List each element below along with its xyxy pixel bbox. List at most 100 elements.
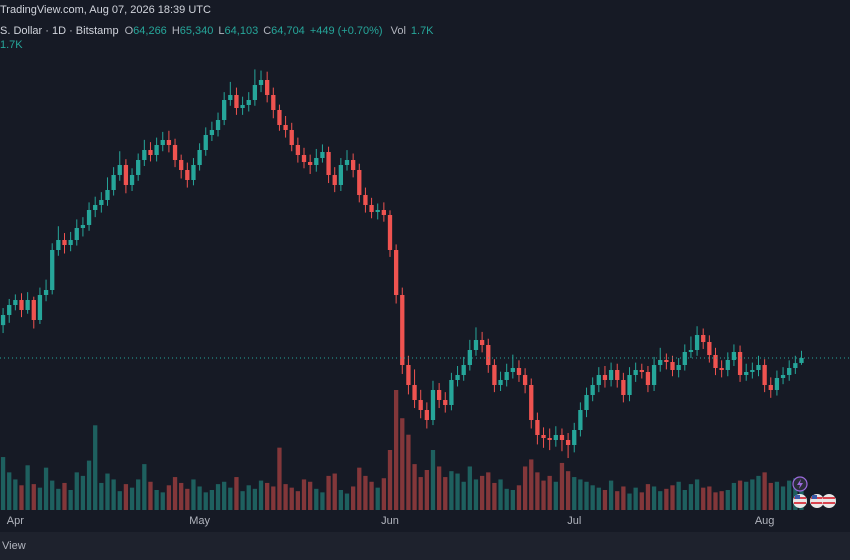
volume-bar: [737, 480, 743, 510]
volume-bar: [31, 484, 36, 510]
volume-bar: [68, 490, 73, 510]
volume-bar: [492, 482, 497, 510]
volume-bar: [148, 481, 153, 510]
candle-body: [86, 210, 92, 225]
volume-bar: [627, 493, 632, 510]
candle-body: [774, 378, 780, 390]
candle-body: [80, 225, 86, 228]
candle-body: [37, 295, 43, 320]
volume-bar: [719, 491, 724, 510]
volume-bar: [350, 486, 356, 510]
candle-body: [332, 175, 337, 185]
candle-body: [209, 130, 215, 135]
candle-body: [179, 160, 184, 170]
candle-body: [787, 368, 792, 375]
candle-body: [455, 375, 460, 380]
volume-bar: [412, 464, 417, 510]
volume-bar: [639, 492, 644, 510]
candle-body: [172, 145, 178, 160]
volume-bar: [467, 466, 472, 510]
volume-bar: [160, 492, 165, 510]
candle-body: [25, 300, 30, 310]
volume-bar: [430, 450, 436, 510]
volume-bar: [793, 478, 798, 510]
volume-bar: [332, 473, 337, 510]
icon: [795, 495, 800, 499]
candle-body: [719, 368, 724, 370]
volume-bar: [99, 482, 104, 510]
volume-indicator-value: 1.7K: [0, 39, 23, 51]
volume-bar: [688, 484, 694, 510]
volume-bar: [590, 485, 595, 510]
candle-body: [277, 110, 282, 125]
volume-bar: [750, 479, 755, 510]
volume-bar: [707, 486, 712, 510]
candle-body: [7, 305, 12, 315]
volume-bar: [731, 482, 737, 510]
volume-bar: [320, 492, 325, 510]
volume-bar: [541, 480, 546, 510]
volume-bar: [381, 478, 387, 510]
candle-body: [99, 200, 104, 205]
candle-body: [529, 385, 534, 420]
candle-body: [633, 370, 638, 375]
volume-bar: [271, 486, 276, 510]
legend-text: Vol: [391, 25, 406, 37]
candle-body: [578, 410, 583, 430]
volume-bar: [326, 475, 331, 510]
volume-bar: [774, 481, 780, 510]
icon: [823, 502, 835, 504]
candle-body: [68, 240, 73, 245]
volume-bar: [166, 485, 172, 510]
volume-bar: [615, 491, 620, 510]
volume-bar: [37, 487, 43, 510]
volume-bar: [240, 491, 245, 510]
candle-body: [117, 165, 122, 175]
candle-body: [129, 175, 135, 185]
candle-body: [449, 380, 454, 405]
candle-body: [793, 363, 798, 368]
candle-body: [154, 145, 159, 155]
volume-bar: [664, 488, 669, 510]
candle-body: [731, 352, 737, 360]
candle-body: [651, 365, 657, 385]
candle-body: [393, 250, 399, 295]
candle-body: [19, 300, 24, 310]
candle-body: [123, 165, 129, 185]
candle-body: [522, 375, 528, 385]
footer-bar: [0, 532, 850, 560]
volume-bar: [74, 472, 79, 510]
candle-body: [608, 370, 614, 380]
candle-body: [762, 365, 767, 385]
candle-body: [461, 365, 466, 375]
volume-bar: [682, 490, 687, 510]
candle-body: [234, 95, 239, 108]
volume-bar: [713, 492, 718, 510]
icon: [822, 494, 836, 508]
candle-body: [62, 240, 67, 245]
candle-body: [0, 315, 6, 326]
candle-body: [265, 80, 270, 95]
volume-bar: [301, 479, 307, 510]
volume-bar: [584, 481, 589, 510]
volume-bar: [559, 462, 565, 510]
candle-body: [658, 360, 663, 365]
volume-bar: [19, 485, 24, 510]
header: TradingView.com, Aug 07, 2026 18:39 UTC: [0, 4, 211, 16]
volume-bar: [105, 473, 110, 510]
volume-bar: [209, 490, 215, 510]
candle-body: [768, 385, 773, 390]
candle-body: [222, 100, 227, 120]
candle-body: [320, 152, 325, 158]
legend-text: C: [263, 25, 271, 37]
x-tick-label: May: [189, 515, 210, 527]
volume-bar: [510, 490, 515, 510]
candle-body: [541, 435, 546, 438]
volume-bar: [197, 486, 202, 510]
volume-bar: [258, 480, 264, 510]
candle-body: [166, 140, 172, 145]
candle-body: [436, 390, 442, 400]
volume-bar: [621, 486, 626, 510]
